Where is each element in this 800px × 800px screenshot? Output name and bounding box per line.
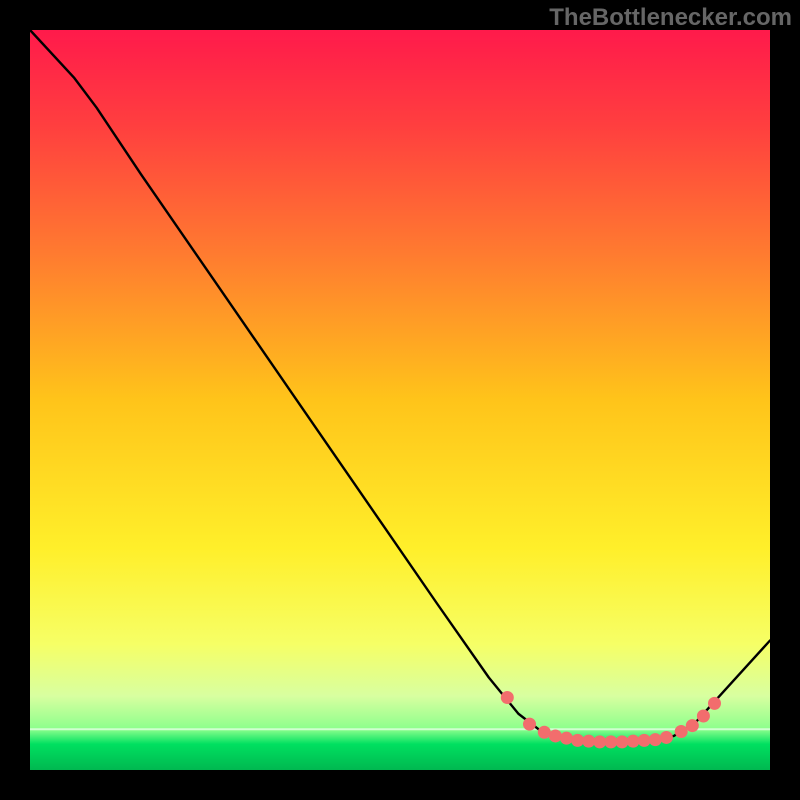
marker-dot [627, 735, 640, 748]
marker-dot [538, 726, 551, 739]
marker-dot [660, 731, 673, 744]
marker-dot [560, 732, 573, 745]
marker-dot [501, 691, 514, 704]
marker-dot [649, 733, 662, 746]
attribution-text: TheBottlenecker.com [549, 0, 800, 32]
marker-dot [523, 718, 536, 731]
marker-dot [697, 709, 710, 722]
chart-root: TheBottlenecker.com [0, 0, 800, 800]
chart-canvas [0, 0, 800, 800]
marker-dot [686, 719, 699, 732]
marker-dot [675, 725, 688, 738]
marker-dot [582, 735, 595, 748]
marker-dot [549, 729, 562, 742]
plot-background [30, 30, 770, 770]
marker-dot [638, 734, 651, 747]
marker-dot [571, 734, 584, 747]
marker-dot [604, 735, 617, 748]
marker-dot [708, 697, 721, 710]
marker-dot [593, 735, 606, 748]
marker-dot [616, 735, 629, 748]
